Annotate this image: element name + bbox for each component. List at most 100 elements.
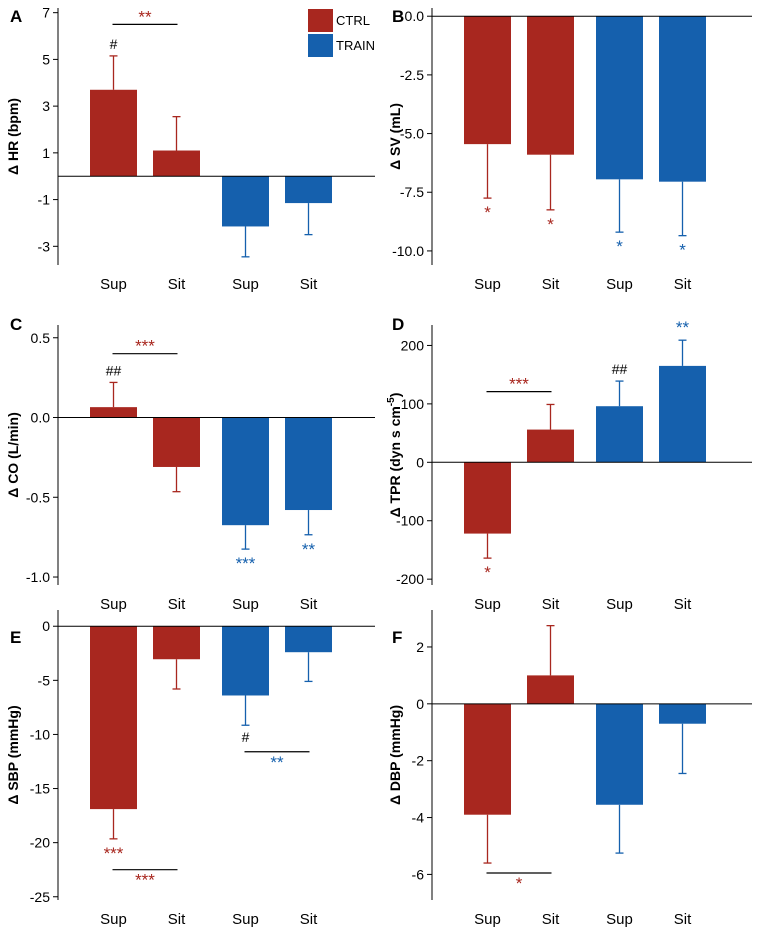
panel-f-bar-1 <box>527 675 574 704</box>
panel-d-y-tick-label: 100 <box>401 396 425 412</box>
panel-e-bar-2 <box>222 626 269 696</box>
panel-a-sig-marker: # <box>110 36 118 52</box>
panel-e-y-tick-label: -25 <box>30 889 50 905</box>
panel-c-y-tick-label: -0.5 <box>26 489 50 505</box>
panel-e-y-tick-label: 0 <box>42 618 50 634</box>
panel-a-y-tick-label: -1 <box>38 192 51 208</box>
panel-f-bracket-label: * <box>516 874 523 893</box>
panel-e-letter: E <box>10 628 21 647</box>
panel-c-y-tick-label: -1.0 <box>26 569 50 585</box>
panel-c-bracket-label: *** <box>135 337 155 356</box>
panel-d-y-tick-label: -100 <box>396 513 424 529</box>
legend-swatch-train <box>308 34 333 57</box>
panel-f-x-tick-label: Sup <box>474 911 501 928</box>
panel-d-y-axis-title: Δ TPR (dyn s cm-5) <box>386 393 403 518</box>
panel-c-x-tick-label: Sit <box>300 596 318 613</box>
panel-b-bar-0 <box>464 16 511 145</box>
panel-c-bar-3 <box>285 417 332 511</box>
panel-a-x-tick-label: Sup <box>100 276 127 293</box>
panel-a-bar-1 <box>153 150 200 177</box>
panel-e-y-tick-label: -15 <box>30 781 50 797</box>
panel-d-sig-marker: ## <box>612 361 628 377</box>
panel-d-letter: D <box>392 315 404 334</box>
panel-c-x-tick-label: Sup <box>232 596 259 613</box>
panel-e-bracket-label: *** <box>135 871 155 890</box>
panel-a: A 7 5 3 1 -1 -3 Δ HR (bpm) Sup Sit Sup Sit # ** <box>5 5 375 293</box>
panel-b-sig-marker: * <box>547 215 554 234</box>
panel-d-y-tick-label: -200 <box>396 571 424 587</box>
panel-d-sig-marker: ** <box>676 318 690 337</box>
panel-b-sig-marker: * <box>484 203 491 222</box>
panel-f-bar-0 <box>464 703 511 815</box>
panel-a-y-tick-label: 5 <box>42 51 50 67</box>
panel-f-y-tick-label: 2 <box>416 639 424 655</box>
panel-e-bracket-label: ** <box>270 753 284 772</box>
panel-c-y-tick-label: 0.5 <box>31 330 51 346</box>
panel-e-y-tick-label: -20 <box>30 835 50 851</box>
panel-d-bracket-label: *** <box>509 375 529 394</box>
panel-a-y-axis-title: Δ HR (bpm) <box>5 98 21 175</box>
panel-d-bar-2 <box>596 406 643 463</box>
panel-f-y-axis-title: Δ DBP (mmHg) <box>387 705 403 805</box>
panel-d-bar-3 <box>659 365 706 463</box>
panel-b-x-tick-label: Sup <box>606 276 633 293</box>
panel-d: D 200 100 0 -100 -200 Δ TPR (dyn s cm-5) Sup Sit… <box>386 315 752 613</box>
panel-a-bar-2 <box>222 176 269 227</box>
panel-b-bar-2 <box>596 16 643 180</box>
panel-b: B 0.0 -2.5 -5.0 -7.5 -10.0 Δ SV (mL) Sup Sit Sup S… <box>387 7 752 293</box>
panel-e-bar-0 <box>90 626 137 810</box>
panel-d-y-tick-label: 200 <box>401 337 425 353</box>
panel-f-bar-2 <box>596 703 643 805</box>
panel-c-x-tick-label: Sup <box>100 596 127 613</box>
panel-d-sig-marker: * <box>484 563 491 582</box>
panel-f-bar-3 <box>659 703 706 724</box>
panel-c: C 0.5 0.0 -0.5 -1.0 Δ CO (L/min) Sup Sit Sup Sit #… <box>5 315 375 613</box>
panel-b-sig-marker: * <box>616 237 623 256</box>
panel-b-y-tick-label: -2.5 <box>400 67 424 83</box>
panel-f-y-tick-label: -4 <box>412 810 425 826</box>
y-axis-title-superscript: -5 <box>386 397 397 406</box>
panel-d-bar-1 <box>527 429 574 463</box>
panel-a-y-tick-label: 3 <box>42 98 50 114</box>
panel-a-x-tick-label: Sup <box>232 276 259 293</box>
panel-f-y-tick-label: 0 <box>416 696 424 712</box>
panel-c-sig-marker: ## <box>106 362 122 378</box>
panel-f-y-tick-label: -6 <box>412 866 425 882</box>
panel-f-x-tick-label: Sit <box>674 911 692 928</box>
panel-b-sig-marker: * <box>679 241 686 260</box>
panel-b-y-axis-title: Δ SV (mL) <box>387 103 403 170</box>
panel-b-x-tick-label: Sup <box>474 276 501 293</box>
legend-swatch-ctrl <box>308 9 333 32</box>
legend-label-train: TRAIN <box>336 38 375 53</box>
panel-e-x-tick-label: Sit <box>300 911 318 928</box>
panel-c-sig-marker: ** <box>302 540 316 559</box>
panel-d-x-tick-label: Sup <box>474 596 501 613</box>
panel-b-bar-3 <box>659 16 706 182</box>
panel-a-x-tick-label: Sit <box>168 276 186 293</box>
panel-f-x-tick-label: Sup <box>606 911 633 928</box>
panel-e-y-axis-title: Δ SBP (mmHg) <box>5 705 21 804</box>
panel-d-bar-0 <box>464 462 511 534</box>
panel-b-y-tick-label: -7.5 <box>400 184 424 200</box>
panel-a-bracket-label: ** <box>138 7 152 26</box>
panel-c-x-tick-label: Sit <box>168 596 186 613</box>
panel-e-y-tick-label: -5 <box>38 672 51 688</box>
panel-e-x-tick-label: Sup <box>232 911 259 928</box>
panel-a-bar-3 <box>285 176 332 204</box>
panel-e-y-tick-label: -10 <box>30 726 50 742</box>
panel-f-x-tick-label: Sit <box>542 911 560 928</box>
panel-a-y-tick-label: -3 <box>38 238 51 254</box>
panel-c-bar-2 <box>222 417 269 526</box>
panel-d-x-tick-label: Sup <box>606 596 633 613</box>
panel-e: E 0 -5 -10 -15 -20 -25 Δ SBP (mmHg) Sup Sit Sup Sit… <box>5 610 375 928</box>
panel-c-bar-0 <box>90 407 137 418</box>
legend: CTRL TRAIN <box>308 9 375 57</box>
panel-c-bar-1 <box>153 417 200 467</box>
panel-e-bar-3 <box>285 626 332 653</box>
panel-e-sig-marker: *** <box>104 844 124 863</box>
panel-b-y-tick-label: 0.0 <box>405 8 425 24</box>
panel-a-x-tick-label: Sit <box>300 276 318 293</box>
panel-f-letter: F <box>392 628 402 647</box>
panel-b-y-tick-label: -5.0 <box>400 126 424 142</box>
